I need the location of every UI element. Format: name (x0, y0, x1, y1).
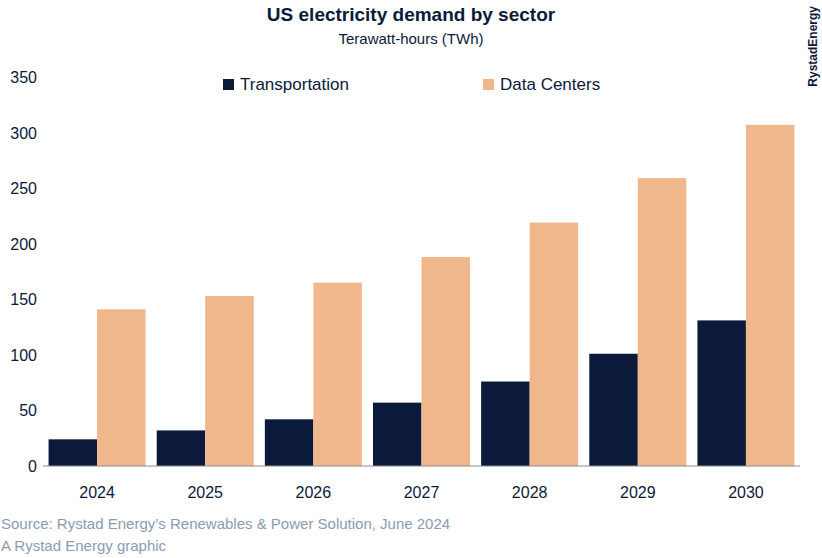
bar (589, 354, 638, 466)
bar (97, 309, 146, 466)
y-tick (39, 132, 42, 133)
bar (422, 257, 471, 466)
x-tick-label: 2024 (79, 484, 115, 501)
source: Source: Rystad Energy’s Renewables & Pow… (1, 515, 450, 532)
logo: RystadEnergy (806, 6, 820, 87)
bar (481, 382, 529, 466)
y-tick-label: 350 (10, 69, 37, 86)
legend-label: Transportation (240, 75, 349, 94)
bar (313, 283, 362, 466)
bar (205, 296, 254, 466)
x-axis (43, 466, 800, 467)
y-tick (39, 243, 42, 244)
y-tick-label: 50 (19, 402, 37, 419)
y-tick-label: 250 (10, 180, 37, 197)
y-tick (39, 77, 42, 78)
y-tick (39, 354, 42, 355)
y-tick-label: 300 (10, 125, 37, 142)
x-tick-label: 2030 (728, 484, 764, 501)
bar (697, 320, 746, 466)
chart: US electricity demand by sector Terawatt-… (0, 0, 822, 558)
y-tick (39, 299, 42, 300)
y-tick-label: 0 (28, 458, 37, 475)
bar (530, 223, 579, 466)
legend-label: Data Centers (500, 75, 600, 94)
x-tick-label: 2026 (296, 484, 332, 501)
bar (265, 419, 314, 466)
credit: A Rystad Energy graphic (1, 537, 167, 554)
bar (157, 430, 206, 466)
y-tick (39, 466, 42, 467)
y-tick-label: 150 (10, 291, 37, 308)
x-tick-label: 2028 (512, 484, 548, 501)
subtitle: Terawatt-hours (TWh) (338, 30, 483, 47)
x-tick-label: 2027 (404, 484, 440, 501)
bar (746, 125, 795, 466)
y-tick-label: 100 (10, 347, 37, 364)
y-tick (39, 188, 42, 189)
bar (638, 178, 687, 466)
legend-swatch (223, 79, 234, 90)
x-tick-label: 2025 (187, 484, 223, 501)
y-tick-label: 200 (10, 236, 37, 253)
bars (49, 125, 795, 466)
y-tick (39, 410, 42, 411)
x-tick-label: 2029 (620, 484, 656, 501)
bar (373, 403, 422, 466)
title: US electricity demand by sector (267, 4, 556, 25)
bar (49, 439, 97, 466)
legend-swatch (483, 79, 494, 90)
